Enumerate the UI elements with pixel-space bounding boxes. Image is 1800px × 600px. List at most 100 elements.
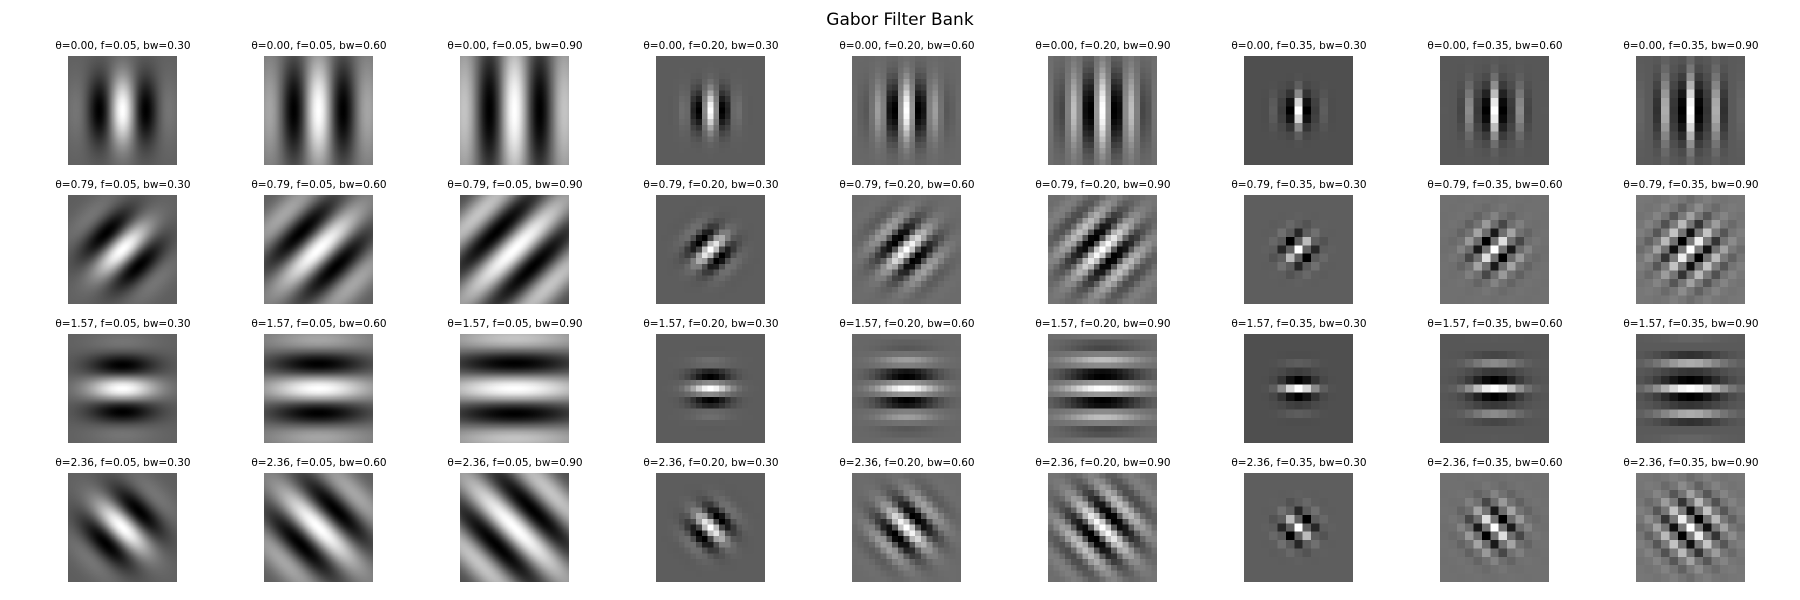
gabor-kernel-image (68, 473, 177, 582)
filter-label: θ=0.79, f=0.35, bw=0.30 (1231, 179, 1367, 191)
filter-panel: θ=2.36, f=0.05, bw=0.60 (224, 456, 414, 582)
filter-label: θ=0.79, f=0.20, bw=0.90 (1035, 179, 1171, 191)
gabor-kernel-image (656, 334, 765, 443)
gabor-kernel-image (460, 334, 569, 443)
gabor-kernel-image (852, 195, 961, 304)
gabor-kernel-image (1244, 334, 1353, 443)
filter-panel: θ=0.79, f=0.05, bw=0.30 (28, 178, 218, 304)
gabor-kernel-image (1636, 195, 1745, 304)
filter-label: θ=2.36, f=0.20, bw=0.60 (839, 457, 975, 469)
filter-panel: θ=2.36, f=0.35, bw=0.90 (1596, 456, 1786, 582)
filter-panel: θ=1.57, f=0.35, bw=0.60 (1400, 317, 1590, 443)
filter-panel: θ=0.00, f=0.35, bw=0.90 (1596, 39, 1786, 165)
filter-panel: θ=1.57, f=0.20, bw=0.60 (812, 317, 1002, 443)
filter-panel: θ=0.00, f=0.05, bw=0.90 (420, 39, 610, 165)
gabor-kernel-image (1244, 56, 1353, 165)
filter-label: θ=0.79, f=0.35, bw=0.60 (1427, 179, 1563, 191)
filter-panel: θ=1.57, f=0.05, bw=0.90 (420, 317, 610, 443)
filter-panel: θ=1.57, f=0.20, bw=0.90 (1008, 317, 1198, 443)
gabor-kernel-image (1048, 195, 1157, 304)
filter-panel: θ=0.00, f=0.20, bw=0.30 (616, 39, 806, 165)
filter-label: θ=0.00, f=0.20, bw=0.30 (643, 40, 779, 52)
filter-label: θ=2.36, f=0.20, bw=0.90 (1035, 457, 1171, 469)
filter-panel: θ=1.57, f=0.20, bw=0.30 (616, 317, 806, 443)
filter-panel: θ=0.00, f=0.05, bw=0.60 (224, 39, 414, 165)
filter-panel: θ=2.36, f=0.20, bw=0.60 (812, 456, 1002, 582)
filter-label: θ=0.00, f=0.35, bw=0.60 (1427, 40, 1563, 52)
gabor-kernel-image (1636, 334, 1745, 443)
filter-panel: θ=2.36, f=0.05, bw=0.30 (28, 456, 218, 582)
filter-label: θ=1.57, f=0.35, bw=0.60 (1427, 318, 1563, 330)
filter-label: θ=2.36, f=0.35, bw=0.60 (1427, 457, 1563, 469)
filter-panel: θ=0.79, f=0.20, bw=0.60 (812, 178, 1002, 304)
gabor-kernel-image (460, 195, 569, 304)
filter-label: θ=0.79, f=0.05, bw=0.30 (55, 179, 191, 191)
gabor-kernel-image (264, 56, 373, 165)
gabor-kernel-image (1440, 195, 1549, 304)
gabor-kernel-image (1636, 473, 1745, 582)
filter-panel: θ=2.36, f=0.05, bw=0.90 (420, 456, 610, 582)
gabor-kernel-image (852, 56, 961, 165)
filter-label: θ=2.36, f=0.35, bw=0.30 (1231, 457, 1367, 469)
filter-label: θ=0.00, f=0.05, bw=0.90 (447, 40, 583, 52)
gabor-kernel-image (1048, 334, 1157, 443)
gabor-kernel-image (460, 56, 569, 165)
gabor-kernel-image (1244, 473, 1353, 582)
filter-panel: θ=0.00, f=0.05, bw=0.30 (28, 39, 218, 165)
filter-panel: θ=2.36, f=0.20, bw=0.30 (616, 456, 806, 582)
filter-label: θ=0.79, f=0.05, bw=0.60 (251, 179, 387, 191)
filter-panel: θ=0.00, f=0.35, bw=0.30 (1204, 39, 1394, 165)
gabor-kernel-image (264, 334, 373, 443)
filter-label: θ=2.36, f=0.35, bw=0.90 (1623, 457, 1759, 469)
filter-label: θ=1.57, f=0.35, bw=0.30 (1231, 318, 1367, 330)
filter-label: θ=1.57, f=0.20, bw=0.60 (839, 318, 975, 330)
filter-panel: θ=0.79, f=0.35, bw=0.30 (1204, 178, 1394, 304)
filter-panel: θ=0.79, f=0.05, bw=0.60 (224, 178, 414, 304)
gabor-kernel-image (264, 473, 373, 582)
filter-panel: θ=0.79, f=0.20, bw=0.90 (1008, 178, 1198, 304)
filter-label: θ=2.36, f=0.05, bw=0.30 (55, 457, 191, 469)
filter-label: θ=1.57, f=0.05, bw=0.90 (447, 318, 583, 330)
filter-label: θ=0.00, f=0.05, bw=0.60 (251, 40, 387, 52)
filter-label: θ=1.57, f=0.20, bw=0.90 (1035, 318, 1171, 330)
filter-panel: θ=0.79, f=0.05, bw=0.90 (420, 178, 610, 304)
filter-label: θ=1.57, f=0.05, bw=0.30 (55, 318, 191, 330)
gabor-kernel-image (68, 195, 177, 304)
filter-label: θ=2.36, f=0.20, bw=0.30 (643, 457, 779, 469)
filter-label: θ=2.36, f=0.05, bw=0.60 (251, 457, 387, 469)
filter-panel: θ=2.36, f=0.20, bw=0.90 (1008, 456, 1198, 582)
gabor-kernel-image (1440, 473, 1549, 582)
gabor-kernel-image (1440, 56, 1549, 165)
filter-panel: θ=2.36, f=0.35, bw=0.30 (1204, 456, 1394, 582)
gabor-kernel-image (852, 473, 961, 582)
gabor-kernel-image (460, 473, 569, 582)
filter-panel: θ=2.36, f=0.35, bw=0.60 (1400, 456, 1590, 582)
filter-label: θ=0.00, f=0.35, bw=0.90 (1623, 40, 1759, 52)
gabor-kernel-image (656, 473, 765, 582)
filter-label: θ=0.79, f=0.20, bw=0.30 (643, 179, 779, 191)
gabor-kernel-image (1440, 334, 1549, 443)
filter-label: θ=0.00, f=0.20, bw=0.90 (1035, 40, 1171, 52)
filter-label: θ=1.57, f=0.20, bw=0.30 (643, 318, 779, 330)
gabor-kernel-image (656, 56, 765, 165)
filter-label: θ=0.79, f=0.20, bw=0.60 (839, 179, 975, 191)
filter-panel: θ=0.79, f=0.20, bw=0.30 (616, 178, 806, 304)
filter-label: θ=2.36, f=0.05, bw=0.90 (447, 457, 583, 469)
filter-label: θ=1.57, f=0.35, bw=0.90 (1623, 318, 1759, 330)
gabor-kernel-image (656, 195, 765, 304)
filter-label: θ=1.57, f=0.05, bw=0.60 (251, 318, 387, 330)
filter-panel: θ=1.57, f=0.05, bw=0.30 (28, 317, 218, 443)
filter-label: θ=0.00, f=0.05, bw=0.30 (55, 40, 191, 52)
gabor-kernel-image (264, 195, 373, 304)
filter-panel: θ=0.00, f=0.20, bw=0.90 (1008, 39, 1198, 165)
filter-panel: θ=0.79, f=0.35, bw=0.90 (1596, 178, 1786, 304)
filter-panel: θ=1.57, f=0.05, bw=0.60 (224, 317, 414, 443)
gabor-kernel-image (1636, 56, 1745, 165)
gabor-kernel-image (1048, 473, 1157, 582)
figure-title: Gabor Filter Bank (826, 10, 974, 30)
gabor-kernel-image (68, 334, 177, 443)
filter-panel: θ=0.00, f=0.20, bw=0.60 (812, 39, 1002, 165)
filter-label: θ=0.79, f=0.35, bw=0.90 (1623, 179, 1759, 191)
gabor-kernel-image (1048, 56, 1157, 165)
